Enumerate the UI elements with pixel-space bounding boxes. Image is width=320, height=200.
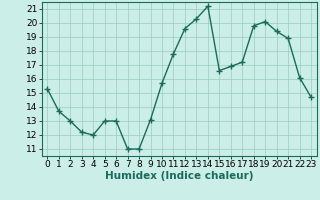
X-axis label: Humidex (Indice chaleur): Humidex (Indice chaleur) (105, 171, 253, 181)
